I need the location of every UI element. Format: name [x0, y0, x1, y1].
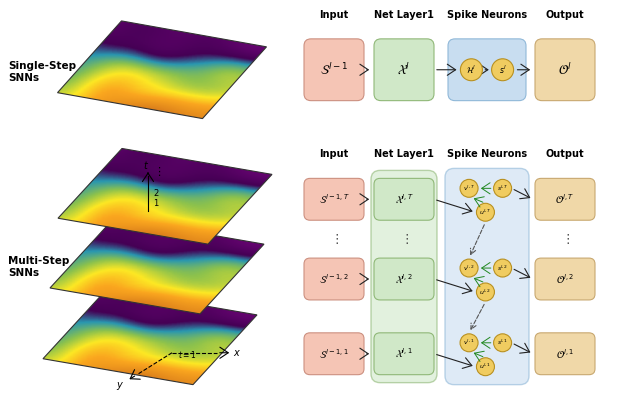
Text: $t=1$: $t=1$	[178, 349, 196, 360]
Text: $\mathcal{O}^{l}$: $\mathcal{O}^{l}$	[558, 62, 572, 78]
Circle shape	[492, 59, 514, 81]
Text: $\mathcal{X}^{l}$: $\mathcal{X}^{l}$	[397, 62, 411, 77]
Text: $s^{l,T}$: $s^{l,T}$	[497, 184, 509, 193]
Circle shape	[460, 59, 483, 81]
Text: $\vdots$: $\vdots$	[561, 232, 570, 246]
Text: $v^{l,1}$: $v^{l,1}$	[463, 338, 475, 347]
Circle shape	[493, 259, 511, 277]
FancyBboxPatch shape	[304, 39, 364, 101]
Circle shape	[476, 203, 495, 221]
Text: $\mathcal{O}^{l,2}$: $\mathcal{O}^{l,2}$	[556, 272, 574, 286]
Text: $u^{l,2}$: $u^{l,2}$	[479, 287, 492, 297]
FancyBboxPatch shape	[448, 39, 526, 101]
Text: $s^l$: $s^l$	[499, 64, 506, 76]
Text: $\mathcal{S}^{l-1,1}$: $\mathcal{S}^{l-1,1}$	[319, 347, 349, 361]
FancyBboxPatch shape	[304, 333, 364, 375]
Text: Output: Output	[546, 10, 584, 20]
Text: $\vdots$: $\vdots$	[399, 232, 408, 246]
Text: $s^{l,1}$: $s^{l,1}$	[497, 338, 508, 347]
FancyBboxPatch shape	[535, 333, 595, 375]
Text: $\mathcal{X}^{l,1}$: $\mathcal{X}^{l,1}$	[395, 347, 413, 360]
Text: $t$: $t$	[143, 160, 149, 171]
FancyBboxPatch shape	[304, 258, 364, 300]
Text: Spike Neurons: Spike Neurons	[447, 10, 527, 20]
Text: $u^{l,1}$: $u^{l,1}$	[479, 362, 492, 371]
Text: $\mathcal{X}^{l,T}$: $\mathcal{X}^{l,T}$	[395, 193, 413, 206]
FancyBboxPatch shape	[374, 178, 434, 220]
Text: Input: Input	[319, 10, 349, 20]
Text: $\vdots$: $\vdots$	[330, 232, 339, 246]
Text: $\mathcal{O}^{l,1}$: $\mathcal{O}^{l,1}$	[556, 347, 574, 361]
Text: $y$: $y$	[116, 380, 124, 392]
FancyBboxPatch shape	[374, 258, 434, 300]
Text: $x$: $x$	[233, 348, 241, 358]
Circle shape	[493, 179, 511, 197]
Circle shape	[476, 358, 495, 376]
FancyBboxPatch shape	[374, 39, 434, 101]
Circle shape	[460, 179, 478, 197]
Text: Net Layer1: Net Layer1	[374, 10, 434, 20]
FancyBboxPatch shape	[371, 171, 437, 383]
Text: $\mathcal{S}^{l-1}$: $\mathcal{S}^{l-1}$	[320, 62, 348, 78]
Text: $\mathcal{O}^{l,T}$: $\mathcal{O}^{l,T}$	[556, 193, 575, 206]
Text: $\mathcal{S}^{l-1,2}$: $\mathcal{S}^{l-1,2}$	[319, 272, 349, 286]
Text: $u^{l,T}$: $u^{l,T}$	[479, 208, 492, 217]
FancyBboxPatch shape	[535, 178, 595, 220]
FancyBboxPatch shape	[535, 39, 595, 101]
Text: Output: Output	[546, 149, 584, 160]
Circle shape	[476, 283, 495, 301]
FancyBboxPatch shape	[445, 169, 529, 385]
Circle shape	[493, 334, 511, 352]
Text: Input: Input	[319, 149, 349, 160]
FancyBboxPatch shape	[535, 258, 595, 300]
Text: $\mathcal{H}^l$: $\mathcal{H}^l$	[467, 64, 476, 76]
Text: $s^{l,2}$: $s^{l,2}$	[497, 263, 508, 273]
Text: $v^{l,2}$: $v^{l,2}$	[463, 263, 475, 273]
Circle shape	[460, 259, 478, 277]
Text: $\vdots$: $\vdots$	[153, 165, 161, 178]
Circle shape	[460, 334, 478, 352]
Text: 1: 1	[153, 199, 158, 208]
Text: $v^{l,T}$: $v^{l,T}$	[463, 184, 476, 193]
FancyBboxPatch shape	[304, 178, 364, 220]
Text: $\mathcal{S}^{l-1,T}$: $\mathcal{S}^{l-1,T}$	[319, 193, 349, 206]
Text: Spike Neurons: Spike Neurons	[447, 149, 527, 160]
Text: $\mathcal{X}^{l,2}$: $\mathcal{X}^{l,2}$	[395, 272, 413, 286]
Text: Net Layer1: Net Layer1	[374, 149, 434, 160]
Text: Multi-Step
SNNs: Multi-Step SNNs	[8, 256, 69, 278]
Text: Single-Step
SNNs: Single-Step SNNs	[8, 61, 76, 83]
FancyBboxPatch shape	[374, 333, 434, 375]
Text: 2: 2	[153, 189, 158, 198]
